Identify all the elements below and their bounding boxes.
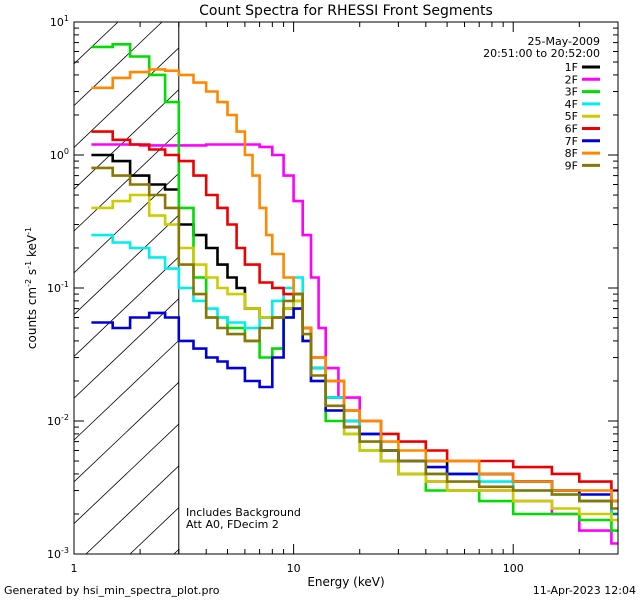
- legend-label-7F: 7F: [565, 135, 578, 148]
- series-7F: [91, 307, 618, 503]
- series-5F: [91, 193, 618, 522]
- hatch-line: [74, 47, 179, 148]
- axis-ticks: 1 10 100 10-3 10-2 10-1 100 101: [47, 14, 619, 575]
- hatch-line: [74, 130, 179, 232]
- series-6F: [91, 130, 618, 492]
- date-label: 25-May-2009: [528, 35, 600, 48]
- footer-generated-by: Generated by hsi_min_spectra_plot.pro: [4, 584, 220, 597]
- y-tick-label: 101: [50, 14, 69, 29]
- annotation-attenuator: Att A0, FDecim 2: [186, 518, 279, 531]
- footer-timestamp: 11-Apr-2023 12:04: [533, 584, 636, 597]
- y-axis-label: counts cm-2 s-1 keV-1: [24, 227, 39, 349]
- y-tick-label: 100: [50, 147, 69, 162]
- series-4F: [91, 233, 618, 516]
- legend-label-2F: 2F: [565, 73, 578, 86]
- hatch-line: [74, 256, 179, 357]
- legend-label-9F: 9F: [565, 159, 578, 172]
- legend-label-3F: 3F: [565, 86, 578, 99]
- annotation-background: Includes Background: [186, 506, 301, 519]
- hatch-line: [74, 214, 179, 316]
- legend-label-1F: 1F: [565, 61, 578, 74]
- hatch-line: [74, 381, 179, 483]
- x-tick-label: 10: [287, 562, 301, 575]
- series-8F: [91, 68, 618, 503]
- series-layer: [91, 43, 618, 545]
- legend-label-8F: 8F: [565, 147, 578, 160]
- hatch-line: [74, 89, 179, 190]
- chart-title: Count Spectra for RHESSI Front Segments: [199, 3, 493, 19]
- series-9F: [91, 166, 618, 510]
- plot-frame: [73, 21, 619, 555]
- time-range-label: 20:51:00 to 20:52:00: [483, 47, 600, 60]
- legend-label-4F: 4F: [565, 98, 578, 111]
- y-tick-label: 10-1: [47, 280, 69, 295]
- series-2F: [91, 143, 618, 545]
- legend-label-6F: 6F: [565, 123, 578, 136]
- y-tick-label: 10-3: [47, 546, 69, 561]
- x-tick-label: 100: [503, 562, 524, 575]
- x-axis-label: Energy (keV): [307, 575, 384, 589]
- series-3F: [91, 43, 618, 532]
- legend-label-5F: 5F: [565, 110, 578, 123]
- x-tick-label: 1: [71, 562, 78, 575]
- attenuator-hatch-region: [74, 22, 179, 554]
- hatch-line: [74, 423, 179, 525]
- y-tick-label: 10-2: [47, 413, 69, 428]
